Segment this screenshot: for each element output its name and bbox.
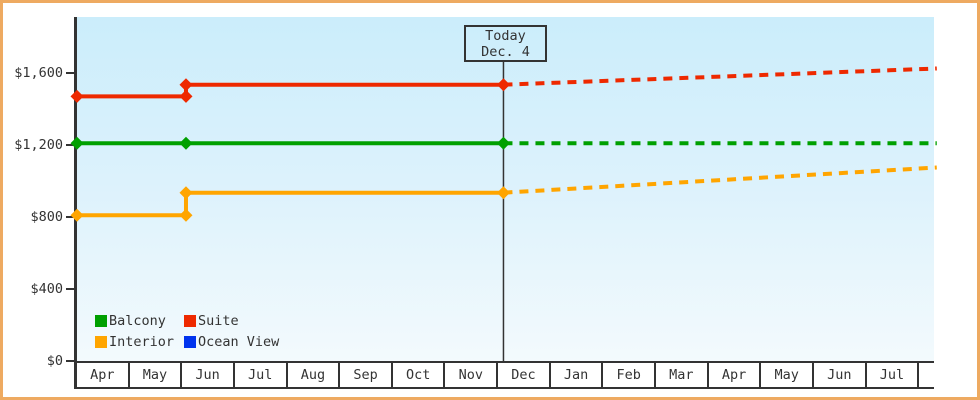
legend-item-label: Balcony — [109, 313, 166, 329]
legend-swatch-icon — [184, 336, 196, 348]
y-axis-tick-label: $1,600 — [14, 65, 63, 81]
legend-item-interior: Interior — [95, 335, 184, 349]
y-axis-tick-mark — [66, 216, 74, 218]
legend-item-suite: Suite — [184, 314, 279, 328]
y-axis — [74, 17, 77, 361]
x-axis-month-cell: Jan — [551, 363, 604, 387]
today-label: Today — [485, 27, 526, 44]
x-axis-month-cell: Jul — [867, 363, 920, 387]
x-axis-month-cell: Apr — [77, 363, 130, 387]
legend-item-label: Interior — [109, 334, 175, 350]
y-axis-tick-label: $1,200 — [14, 137, 63, 153]
x-axis-month-cell: Mar — [656, 363, 709, 387]
y-axis-tick-label: $400 — [30, 281, 63, 297]
x-axis-month-cell: Feb — [603, 363, 657, 387]
x-axis-month-cell: May — [130, 363, 183, 387]
x-axis-month-cell: Aug — [288, 363, 341, 387]
today-marker-box: Today Dec. 4 — [464, 25, 547, 62]
x-axis-month-cell: Jun — [814, 363, 867, 387]
legend-item-ocean-view: Ocean View — [184, 335, 279, 349]
chart-legend: Balcony Suite Interior Ocean View — [95, 314, 279, 349]
legend-item-label: Suite — [198, 313, 239, 329]
x-axis-spacer-cell — [919, 363, 934, 387]
x-axis-month-cell: Apr — [709, 363, 762, 387]
x-axis-month-cell: Jun — [182, 363, 235, 387]
legend-swatch-icon — [95, 336, 107, 348]
plot-area — [77, 17, 934, 361]
y-axis-tick-label: $0 — [46, 353, 63, 369]
legend-item-balcony: Balcony — [95, 314, 184, 328]
x-axis-month-row: Apr May Jun Jul Aug Sep Oct Nov Dec Jan Feb Mar Apr M… — [74, 361, 934, 389]
y-axis-tick-mark — [66, 288, 74, 290]
x-axis-month-cell: Jul — [235, 363, 288, 387]
y-axis-tick-mark — [66, 360, 74, 362]
x-axis-month-cell: May — [761, 363, 814, 387]
today-date: Dec. 4 — [481, 43, 530, 60]
y-axis-tick-mark — [66, 72, 74, 74]
x-axis-month-cell: Dec — [498, 363, 551, 387]
legend-swatch-icon — [95, 315, 107, 327]
x-axis-month-cell: Nov — [445, 363, 499, 387]
y-axis-tick-label: $800 — [30, 209, 63, 225]
legend-swatch-icon — [184, 315, 196, 327]
y-axis-tick-mark — [66, 144, 74, 146]
x-axis-month-cell: Sep — [340, 363, 393, 387]
x-axis-month-cell: Oct — [393, 363, 446, 387]
legend-item-label: Ocean View — [198, 334, 280, 350]
